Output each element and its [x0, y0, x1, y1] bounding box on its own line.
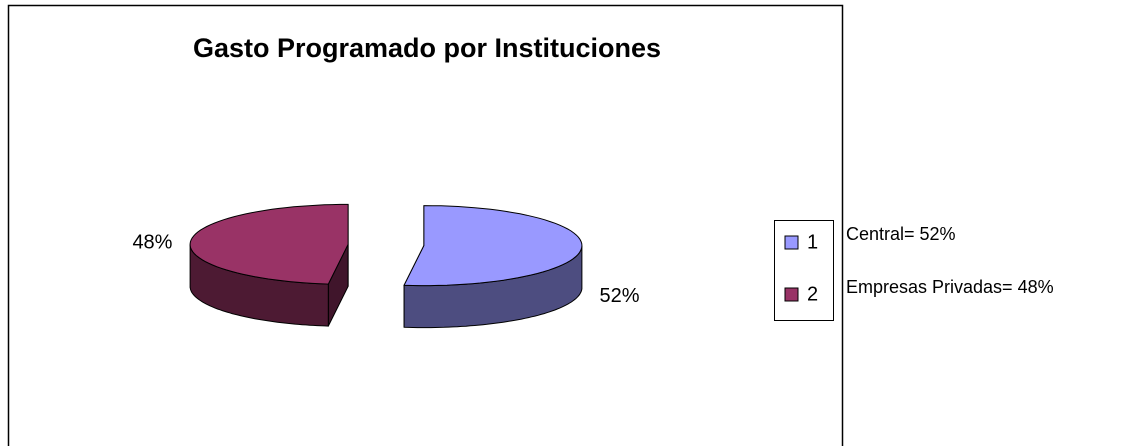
chart-title: Gasto Programado por Instituciones	[193, 33, 661, 63]
slice-top	[403, 205, 583, 287]
annotation: Central= 52%	[846, 224, 956, 244]
annotation: Empresas Privadas= 48%	[846, 277, 1054, 297]
data-label: 48%	[132, 231, 172, 253]
legend-swatch	[784, 287, 799, 302]
slice-top	[189, 203, 349, 285]
pie-slice	[189, 203, 349, 327]
legend-label: 1	[807, 231, 818, 253]
legend-swatch	[784, 235, 799, 250]
legend-box	[774, 220, 834, 321]
legend-label: 2	[807, 283, 818, 305]
data-label: 52%	[600, 285, 640, 307]
pie-slice	[403, 205, 583, 329]
